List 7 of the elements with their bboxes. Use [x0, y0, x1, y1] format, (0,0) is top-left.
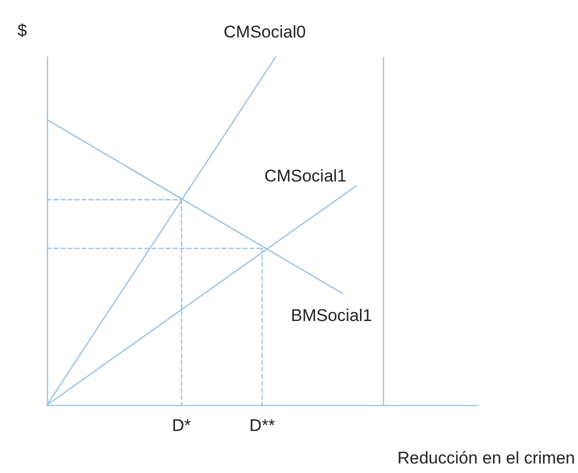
- x-tick-label: D**: [249, 416, 276, 435]
- series-label: BMSocial1: [290, 306, 372, 326]
- y-axis-title: $: [18, 21, 28, 40]
- x-tick-label: D*: [172, 416, 192, 435]
- series-label: CMSocial1: [264, 166, 347, 186]
- series-label: CMSocial0: [224, 22, 306, 42]
- x-axis-title: Reducción en el crimen: [397, 448, 576, 468]
